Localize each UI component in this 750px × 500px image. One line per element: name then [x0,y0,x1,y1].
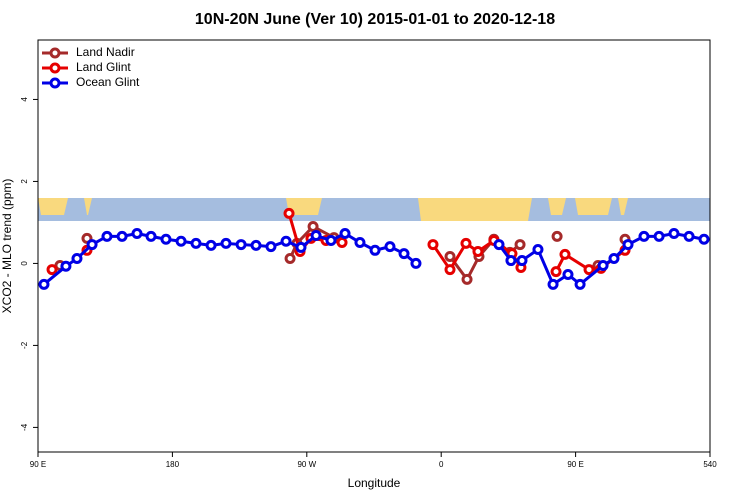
x-tick-label: 180 [166,460,180,469]
land [286,198,322,215]
point [190,237,202,249]
x-tick-label: 90 E [30,460,46,469]
point [310,230,322,242]
point [265,241,277,253]
legend-marker [49,62,61,74]
x-tick-label: 90 W [297,460,316,469]
point [325,234,337,246]
y-tick-label: -2 [20,341,29,349]
chart-title: 10N-20N June (Ver 10) 2015-01-01 to 2020… [195,11,555,28]
point [427,239,439,251]
y-tick-label: 2 [20,179,29,184]
point [38,278,50,290]
point [250,239,262,251]
point [145,230,157,242]
point [101,230,113,242]
point [283,207,295,219]
point [384,241,396,253]
land [575,198,612,215]
x-tick-label: 540 [703,460,717,469]
y-tick-label: 0 [20,261,29,266]
legend-label: Ocean Glint [76,75,140,89]
point [461,273,473,285]
series-line [43,231,705,287]
point [493,239,505,251]
point [280,235,292,247]
land [618,198,628,215]
ocean [38,198,710,221]
point [683,230,695,242]
land [84,198,92,215]
point [398,248,410,260]
legend-label: Land Nadir [76,45,135,59]
point [547,278,559,290]
point [608,253,620,265]
point [220,237,232,249]
point [410,257,422,269]
point [460,237,472,249]
point [205,239,217,251]
point [550,266,562,278]
legend-label: Land Glint [76,60,131,74]
point [295,241,307,253]
plot-frame [37,39,711,453]
land [548,198,566,215]
point [46,264,58,276]
point [60,260,72,272]
point [574,278,586,290]
point [505,255,517,267]
map-strip [38,198,710,221]
point [444,264,456,276]
point [532,243,544,255]
x-axis-label: Longitude [348,476,401,490]
point [472,246,484,258]
point [583,264,595,276]
y-tick-label: 4 [20,97,29,102]
point [175,235,187,247]
point [235,239,247,251]
legend-marker [49,47,61,59]
point [514,239,526,251]
point [86,239,98,251]
point [638,230,650,242]
point [653,230,665,242]
y-tick-label: -4 [20,423,29,431]
point [562,268,574,280]
legend-marker [49,77,61,89]
land [38,198,68,215]
point [116,230,128,242]
point [551,230,563,242]
point [354,237,366,249]
point [516,255,528,267]
point [339,227,351,239]
point [622,239,634,251]
point [71,253,83,265]
point [160,233,172,245]
y-axis-label: XCO2 - MLO trend (ppm) [0,179,14,314]
x-tick-label: 0 [439,460,444,469]
point [307,221,319,233]
point [131,227,143,239]
point [668,227,680,239]
point [559,248,571,260]
point [444,250,456,262]
land [418,198,532,221]
point [369,244,381,256]
point [284,253,296,265]
point [336,237,348,249]
point [597,259,609,271]
x-tick-label: 90 E [567,460,583,469]
point [698,233,710,245]
